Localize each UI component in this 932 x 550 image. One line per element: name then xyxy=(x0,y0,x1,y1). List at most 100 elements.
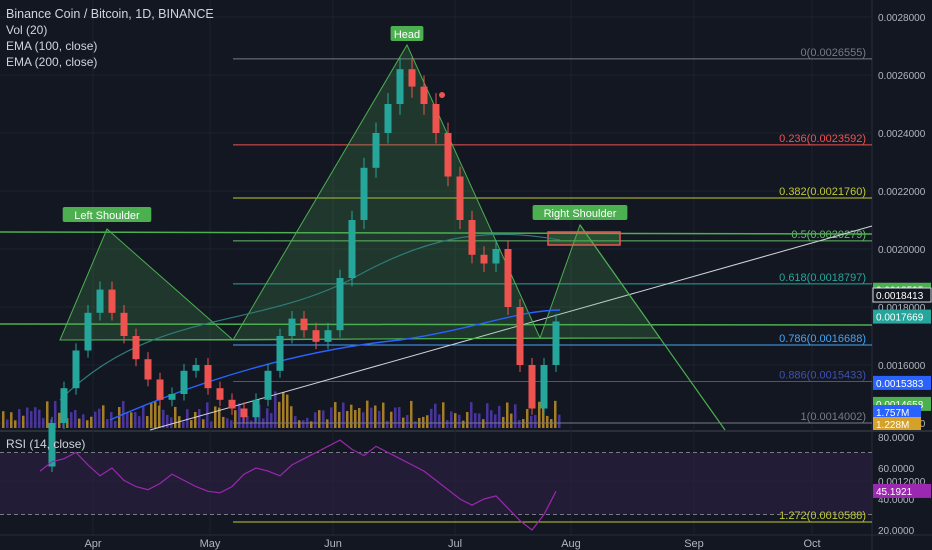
volume-bar xyxy=(522,419,525,428)
volume-bar xyxy=(422,416,425,428)
support-line xyxy=(0,323,873,326)
fib-level-label: 0.786(0.0016688) xyxy=(779,333,866,345)
volume-bar xyxy=(506,402,509,428)
candle-body xyxy=(276,336,284,371)
volume-bar xyxy=(354,410,357,428)
volume-bar xyxy=(490,410,493,428)
volume-bar xyxy=(234,410,237,428)
volume-bar xyxy=(514,404,517,428)
volume-bar xyxy=(134,412,137,428)
volume-bar xyxy=(414,421,417,428)
volume-bar xyxy=(10,412,13,428)
volume-bar xyxy=(30,411,33,428)
x-tick-label: Jul xyxy=(448,538,462,550)
volume-bar xyxy=(294,416,297,428)
volume-bar xyxy=(526,409,529,428)
volume-bar xyxy=(494,414,497,428)
volume-bar xyxy=(342,402,345,428)
volume-bar xyxy=(446,420,449,428)
volume-bar xyxy=(6,419,9,428)
volume-bar xyxy=(210,421,213,428)
price-label: 0.0017669 xyxy=(876,313,924,324)
volume-bar xyxy=(130,412,133,428)
volume-bar xyxy=(138,416,141,428)
candle-body xyxy=(60,388,68,423)
fib-level-label: 0.382(0.0021760) xyxy=(779,186,866,198)
candle-body xyxy=(144,359,152,380)
volume-bar xyxy=(546,415,549,428)
resistance-line xyxy=(0,231,873,235)
volume-bar xyxy=(158,405,161,428)
y-tick-label: 0.0018000 xyxy=(878,303,926,314)
volume-bar xyxy=(358,408,361,428)
candle-body xyxy=(480,254,488,264)
volume-bar xyxy=(102,405,105,428)
price-label-bg xyxy=(873,375,931,390)
volume-bar xyxy=(482,419,485,428)
volume-bar xyxy=(370,407,373,428)
pattern-label-left-shoulder: Left Shoulder xyxy=(74,210,140,222)
volume-bar xyxy=(322,410,325,428)
candle-body xyxy=(348,220,356,278)
volume-bar xyxy=(274,391,277,428)
volume-label-bg xyxy=(873,417,921,430)
candle-body xyxy=(48,423,56,467)
candle-body xyxy=(360,167,368,220)
volume-bar xyxy=(58,412,61,428)
volume-bar xyxy=(394,407,397,428)
volume-bar xyxy=(542,404,545,428)
volume-bar xyxy=(150,403,153,428)
volume-bar xyxy=(74,409,77,428)
volume-bar xyxy=(534,414,537,428)
candle-body xyxy=(444,133,452,177)
volume-bar xyxy=(46,401,49,428)
volume-bar xyxy=(538,401,541,428)
volume-bar xyxy=(286,394,289,428)
volume-bar xyxy=(2,411,5,428)
volume-bar xyxy=(314,412,317,428)
volume-bar xyxy=(318,410,321,428)
volume-bar xyxy=(398,407,401,428)
volume-bar xyxy=(462,420,465,428)
candle-body xyxy=(492,249,500,264)
chart-legend: Binance Coin / Bitcoin, 1D, BINANCE Vol … xyxy=(6,6,214,70)
candle-body xyxy=(168,394,176,400)
volume-bar xyxy=(118,407,121,428)
volume-bar xyxy=(182,421,185,428)
candle-body xyxy=(312,330,320,342)
volume-bar xyxy=(170,417,173,428)
x-tick-label: Sep xyxy=(684,538,704,550)
volume-bar xyxy=(410,400,413,428)
volume-bar xyxy=(78,418,81,428)
volume-bar xyxy=(362,412,365,428)
volume-bar xyxy=(218,407,221,428)
candle-body xyxy=(504,249,512,307)
projection-line xyxy=(579,224,726,431)
candle-body xyxy=(180,370,188,394)
volume-bar xyxy=(278,401,281,428)
volume-bar xyxy=(558,414,561,428)
volume-bar xyxy=(154,401,157,428)
candle-body xyxy=(336,278,344,331)
fib-level-label: 0.886(0.0015433) xyxy=(779,369,866,381)
volume-bar xyxy=(166,414,169,428)
x-tick-label: Oct xyxy=(803,538,820,550)
legend-volume: Vol (20) xyxy=(6,23,48,37)
rsi-value-bg xyxy=(873,483,931,498)
x-tick-label: Jun xyxy=(324,538,342,550)
volume-bar xyxy=(186,409,189,428)
fib-level-label: 0.236(0.0023592) xyxy=(779,133,866,145)
legend-ema200: EMA (200, close) xyxy=(6,55,98,69)
volume-bar xyxy=(550,419,553,428)
volume-bar xyxy=(18,409,21,428)
volume-bar xyxy=(282,392,285,428)
pattern-label-head-bg xyxy=(390,26,424,41)
candle-body xyxy=(72,350,80,389)
volume-bar xyxy=(374,405,377,428)
candle-body xyxy=(156,379,164,400)
pattern-label-right-shoulder-bg xyxy=(532,205,628,220)
volume-bar xyxy=(474,413,477,428)
candle-body xyxy=(264,370,272,400)
candle-body xyxy=(528,365,536,409)
candle-body xyxy=(516,307,524,365)
